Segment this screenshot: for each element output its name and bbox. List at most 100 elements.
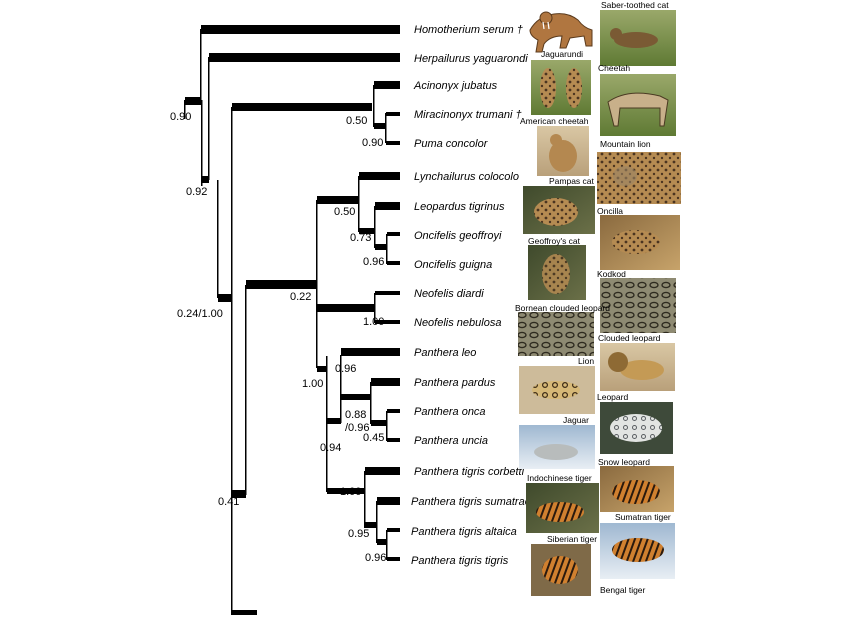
- branch-vertical: [373, 85, 375, 127]
- support-values: 0.90 0.92 0.50 0.90 0.24/1.00 0.22 0.50 …: [170, 111, 386, 564]
- branch: [201, 25, 400, 34]
- branch-vertical: [200, 29, 202, 101]
- support-value: 0.96: [365, 552, 386, 564]
- support-value: /0.96: [345, 422, 369, 434]
- photo-pampas-cat: [597, 152, 681, 204]
- photo-caption: Oncilla: [597, 206, 623, 216]
- branch-vertical: [364, 471, 366, 528]
- branch: [185, 97, 201, 105]
- branch: [375, 244, 387, 250]
- photo-captions: Saber-toothed cat Jaguarundi Cheetah Ame…: [515, 0, 671, 595]
- support-value: 1.00: [302, 378, 323, 390]
- branch-vertical: [184, 100, 186, 119]
- support-value: 0.50: [346, 115, 367, 127]
- branch: [359, 228, 375, 234]
- photo-geoffroys-cat: [600, 215, 680, 270]
- branch: [365, 467, 400, 475]
- photo-kodkod: [528, 245, 586, 300]
- taxon-labels: Homotherium serum † Herpailurus yaguaron…: [411, 24, 531, 567]
- branch: [327, 488, 365, 494]
- branch: [387, 438, 400, 442]
- branch: [387, 528, 400, 532]
- support-value: 0.88: [345, 409, 366, 421]
- photo-caption: Siberian tiger: [547, 534, 597, 544]
- taxon-label: Neofelis diardi: [414, 288, 484, 300]
- branch: [365, 522, 377, 528]
- photo-caption: Jaguarundi: [541, 49, 583, 59]
- photo-caption: Lion: [578, 356, 594, 366]
- branch: [386, 112, 400, 116]
- photo-bornean-clouded-leopard: [600, 278, 676, 333]
- branch-vertical: [201, 100, 203, 186]
- photo-leopard: [519, 366, 595, 414]
- branch-vertical: [326, 356, 328, 492]
- branch: [202, 176, 209, 183]
- photo-jaguar: [600, 402, 673, 454]
- support-value: 0.92: [186, 186, 207, 198]
- branch-vertical: [386, 530, 388, 560]
- branch-vertical: [376, 501, 378, 543]
- saber-toothed-cat-drawing: [529, 11, 593, 53]
- branch: [317, 304, 375, 312]
- branch: [371, 420, 387, 426]
- photo-caption: Pampas cat: [549, 176, 595, 186]
- branch: [359, 172, 400, 180]
- branch: [371, 378, 400, 386]
- branch: [387, 261, 400, 265]
- photo-oncilla: [523, 186, 595, 234]
- branch: [374, 123, 386, 129]
- branch-vertical: [386, 234, 388, 264]
- photo-caption: Jaguar: [563, 415, 589, 425]
- support-value: 0.50: [334, 206, 355, 218]
- support-value: 0.96: [335, 363, 356, 375]
- taxon-label: Neofelis nebulosa: [414, 317, 501, 329]
- taxon-label: Panthera pardus: [414, 377, 496, 389]
- branch: [246, 280, 316, 289]
- branch: [375, 202, 400, 210]
- taxon-label: Panthera tigris tigris: [411, 555, 509, 567]
- branch: [341, 348, 400, 356]
- branch: [387, 557, 400, 561]
- taxon-label: Lynchailurus colocolo: [414, 171, 519, 183]
- branch: [209, 53, 400, 62]
- photo-caption: Kodkod: [597, 269, 626, 279]
- support-value: 0.90: [362, 137, 383, 149]
- photo-clouded-leopard: [518, 312, 594, 356]
- photo-indochinese-tiger: [600, 466, 674, 512]
- branch: [386, 141, 400, 145]
- branch-vertical: [374, 206, 376, 248]
- support-value: 0.95: [348, 528, 369, 540]
- photo-caption: Clouded leopard: [598, 333, 661, 343]
- photo-lion: [600, 343, 675, 391]
- photo-sumatran-tiger: [526, 483, 599, 533]
- taxon-label: Leopardus tigrinus: [414, 201, 505, 213]
- branch: [375, 291, 400, 295]
- support-value: 0.45: [363, 432, 384, 444]
- branch: [387, 409, 400, 413]
- photo-caption: Sumatran tiger: [615, 512, 671, 522]
- taxon-label: Herpailurus yaguarondi: [414, 53, 528, 65]
- support-value: 1.00: [340, 486, 361, 498]
- branch-vertical: [231, 494, 233, 614]
- branch-vertical: [358, 176, 360, 232]
- tree-branches: [184, 25, 400, 615]
- photo-caption: Mountain lion: [600, 139, 651, 149]
- photo-caption: Cheetah: [598, 63, 630, 73]
- branch-vertical: [385, 113, 387, 143]
- taxon-label: Homotherium serum †: [414, 24, 523, 36]
- branch-vertical: [374, 293, 376, 323]
- branch: [317, 366, 327, 372]
- photo-snow-leopard: [519, 425, 595, 469]
- photo-mountain-lion: [537, 126, 589, 176]
- branch: [327, 418, 341, 424]
- branch: [377, 539, 387, 545]
- taxon-label: Miracinonyx trumani †: [414, 109, 522, 121]
- photo-caption: Snow leopard: [598, 457, 650, 467]
- branch: [231, 610, 257, 615]
- photo-bengal-tiger: [531, 544, 591, 596]
- support-value: 0.90: [170, 111, 191, 123]
- taxon-label: Panthera tigris corbetti: [414, 466, 525, 478]
- support-value: 0.73: [350, 232, 371, 244]
- support-value: 0.41: [218, 496, 239, 508]
